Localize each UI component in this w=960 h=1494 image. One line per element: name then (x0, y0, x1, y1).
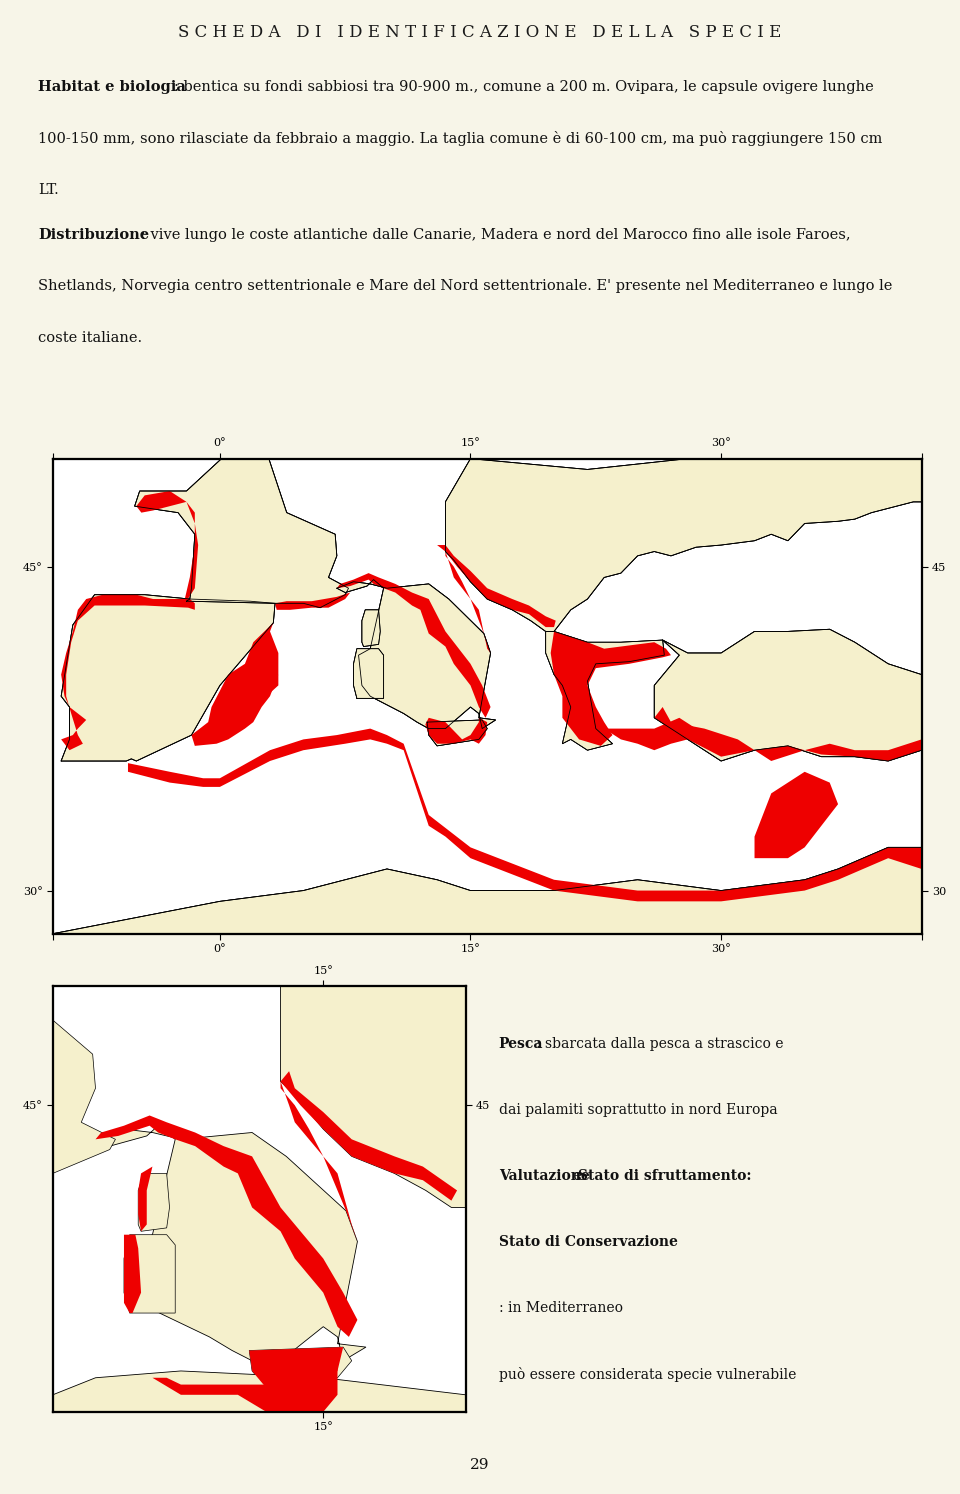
Polygon shape (655, 629, 922, 760)
Polygon shape (275, 593, 350, 610)
Text: : vive lungo le coste atlantiche dalle Canarie, Madera e nord del Marocco fino a: : vive lungo le coste atlantiche dalle C… (141, 229, 851, 242)
Polygon shape (280, 1071, 457, 1201)
Polygon shape (280, 1082, 357, 1242)
Text: Distribuzione: Distribuzione (38, 229, 150, 242)
Polygon shape (353, 648, 384, 698)
Polygon shape (427, 720, 487, 746)
Polygon shape (337, 580, 495, 729)
Polygon shape (53, 847, 922, 934)
Text: Habitat e biologia: Habitat e biologia (38, 81, 186, 94)
Polygon shape (61, 595, 275, 760)
Polygon shape (425, 717, 487, 744)
Polygon shape (445, 459, 922, 632)
Polygon shape (95, 1125, 366, 1361)
Text: : bentica su fondi sabbiosi tra 90-900 m., comune a 200 m. Ovipara, le capsule o: : bentica su fondi sabbiosi tra 90-900 m… (174, 81, 874, 94)
Polygon shape (245, 675, 278, 707)
Text: 100-150 mm, sono rilasciate da febbraio a maggio. La taglia comune è di 60-100 c: 100-150 mm, sono rilasciate da febbraio … (38, 131, 882, 146)
Polygon shape (755, 772, 838, 858)
Polygon shape (250, 1348, 343, 1388)
Text: LT.: LT. (38, 182, 59, 197)
Polygon shape (138, 1173, 170, 1231)
Text: e: e (568, 1170, 586, 1183)
Polygon shape (134, 435, 348, 608)
Text: S C H E D A   D I   I D E N T I F I C A Z I O N E   D E L L A   S P E C I E: S C H E D A D I I D E N T I F I C A Z I … (179, 24, 781, 42)
Polygon shape (604, 717, 696, 750)
Polygon shape (191, 623, 278, 746)
Text: coste italiane.: coste italiane. (38, 330, 142, 345)
Polygon shape (655, 629, 922, 760)
Polygon shape (128, 729, 922, 901)
Polygon shape (61, 595, 275, 760)
Text: Valutazione: Valutazione (498, 1170, 589, 1183)
Polygon shape (124, 1234, 141, 1313)
Polygon shape (362, 610, 380, 647)
Polygon shape (134, 435, 348, 608)
Polygon shape (95, 1116, 357, 1337)
Text: Stato di Conservazione: Stato di Conservazione (498, 1236, 678, 1249)
Polygon shape (337, 574, 491, 717)
Text: Pesca: Pesca (498, 1037, 543, 1052)
Polygon shape (136, 492, 198, 601)
Polygon shape (551, 632, 671, 746)
Polygon shape (337, 580, 495, 729)
Polygon shape (53, 847, 922, 934)
Text: Stato di sfruttamento:: Stato di sfruttamento: (578, 1170, 751, 1183)
Polygon shape (445, 551, 491, 653)
Polygon shape (445, 459, 922, 632)
Polygon shape (545, 632, 664, 750)
Polygon shape (353, 648, 384, 698)
Polygon shape (655, 707, 922, 760)
Polygon shape (280, 986, 466, 1207)
Polygon shape (437, 545, 556, 627)
Polygon shape (362, 610, 380, 647)
Polygon shape (153, 1367, 338, 1412)
Polygon shape (53, 986, 115, 1173)
Text: 29: 29 (470, 1458, 490, 1472)
Polygon shape (53, 1371, 466, 1412)
Text: Shetlands, Norvegia centro settentrionale e Mare del Nord settentrionale. E' pre: Shetlands, Norvegia centro settentrional… (38, 279, 893, 293)
Polygon shape (545, 632, 664, 750)
Text: : in Mediterraneo: : in Mediterraneo (498, 1301, 623, 1315)
Polygon shape (250, 1348, 351, 1388)
Text: può essere considerata specie vulnerabile: può essere considerata specie vulnerabil… (498, 1367, 796, 1382)
Polygon shape (124, 1234, 176, 1313)
Polygon shape (427, 720, 487, 746)
Text: dai palamiti soprattutto in nord Europa: dai palamiti soprattutto in nord Europa (498, 1103, 778, 1118)
Text: : sbarcata dalla pesca a strascico e: : sbarcata dalla pesca a strascico e (536, 1037, 783, 1052)
Polygon shape (138, 1167, 153, 1231)
Polygon shape (61, 595, 195, 750)
